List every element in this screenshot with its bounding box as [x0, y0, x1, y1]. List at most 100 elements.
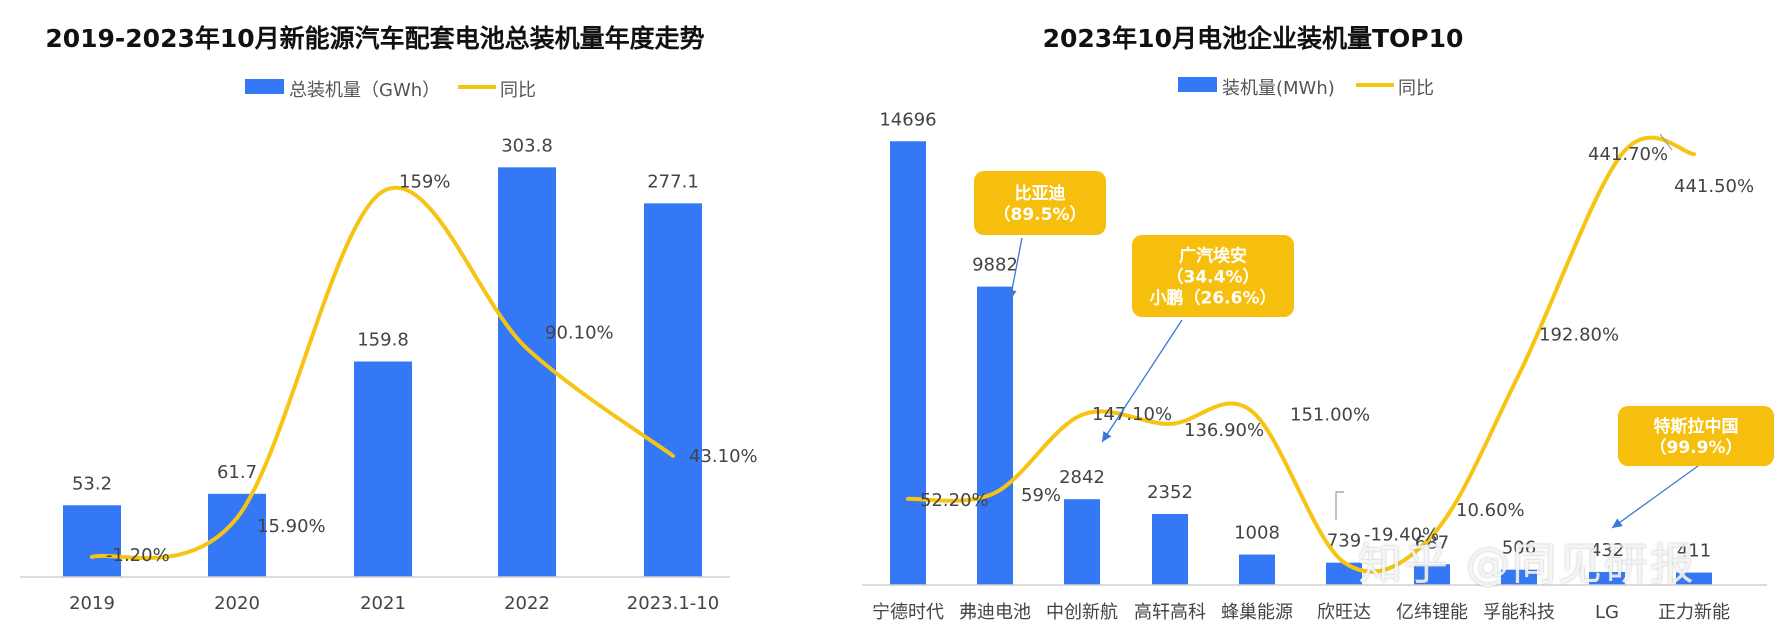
yoy-line [906, 135, 1696, 574]
x-tick-label: 正力新能 [1658, 602, 1730, 623]
callout-text: （89.5%） [994, 204, 1087, 225]
bar-2023.1-10 [644, 203, 702, 578]
callout-中创新航: 广汽埃安（34.4%）小鹏（26.6%） [1101, 235, 1294, 443]
line-value-label: 52.20% [920, 490, 989, 511]
bar-value-label: 687 [1415, 532, 1449, 553]
callout-box [1618, 406, 1774, 466]
bar-value-label: 432 [1590, 540, 1624, 561]
bar-2022 [498, 167, 556, 577]
x-tick-label: 宁德时代 [872, 602, 944, 623]
callout-text: 比亚迪 [1015, 183, 1066, 204]
bar-value-label: 506 [1502, 538, 1536, 559]
callout-text: 广汽埃安 [1179, 246, 1247, 267]
bar-正力新能 [1676, 572, 1712, 585]
callout-arrow-line [1009, 237, 1023, 301]
bar-group [63, 167, 702, 578]
chart-total-installation: 2019-2023年10月新能源汽车配套电池总装机量年度走势 总装机量（GWh）… [20, 24, 758, 614]
bar-弗迪电池 [977, 286, 1013, 585]
bar-蜂巢能源 [1239, 554, 1275, 585]
x-tick-group: 2019 2020 2021 2022 2023.1-10 [69, 593, 719, 614]
line-value-label: 15.90% [257, 516, 326, 537]
legend-line-label: 同比 [1398, 78, 1434, 99]
line-value-label: 441.70% [1588, 144, 1668, 165]
legend-bar-label: 装机量(MWh) [1222, 78, 1335, 99]
bar-value-label: 2352 [1147, 482, 1193, 503]
line-value-label: -1.20% [106, 545, 170, 566]
x-tick-label: 2019 [69, 593, 115, 614]
bar-value-label: 739 [1327, 531, 1361, 552]
callout-弗迪电池: 比亚迪（89.5%） [974, 171, 1106, 301]
bar-2019 [63, 505, 121, 577]
x-tick-label: 2020 [214, 593, 260, 614]
legend-bar-swatch [1178, 77, 1217, 92]
yoy-line [90, 185, 675, 561]
bar-value-label: 61.7 [217, 462, 257, 483]
legend: 总装机量（GWh） 同比 [245, 79, 536, 101]
x-tick-label: 蜂巢能源 [1221, 602, 1293, 623]
x-tick-label: 2023.1-10 [627, 593, 719, 614]
bar-value-label: 277.1 [647, 171, 699, 192]
chart-title: 2023年10月电池企业装机量TOP10 [1043, 24, 1464, 53]
x-tick-label: 欣旺达 [1317, 602, 1371, 623]
callout-text: （34.4%） [1167, 267, 1260, 288]
line-value-label: 159% [399, 171, 450, 192]
bar-value-label: 9882 [972, 255, 1018, 276]
bar-宁德时代 [890, 141, 926, 585]
callout-box [974, 171, 1106, 235]
bar-2021 [354, 361, 412, 577]
line-label-group: -1.20% 15.90% 159% 90.10% 43.10% [106, 171, 758, 566]
legend-line-label: 同比 [500, 80, 536, 101]
bar-value-label: 1008 [1234, 523, 1280, 544]
callout-LG: 特斯拉中国（99.9%） [1611, 406, 1774, 529]
line-value-label: -19.40% [1364, 524, 1439, 545]
callout-group: 比亚迪（89.5%）广汽埃安（34.4%）小鹏（26.6%）特斯拉中国（99.9… [974, 171, 1774, 529]
chart-top10: 2023年10月电池企业装机量TOP10 装机量(MWh) 同比 14696 98… [862, 24, 1774, 623]
callout-arrow-head [1007, 289, 1017, 300]
x-tick-label: 高轩高科 [1134, 602, 1206, 623]
bar-中创新航 [1064, 499, 1100, 585]
chart-title: 2019-2023年10月新能源汽车配套电池总装机量年度走势 [45, 24, 704, 53]
bar-value-label: 411 [1677, 541, 1711, 562]
bar-value-label: 2842 [1059, 467, 1105, 488]
line-value-label: 441.50% [1674, 176, 1754, 197]
callout-arrow-head [1102, 431, 1112, 442]
callout-box [1132, 235, 1294, 317]
line-value-label: 43.10% [689, 446, 758, 467]
watermark: 知乎 @同见研报 [1358, 539, 1696, 590]
line-value-label: 10.60% [1456, 500, 1525, 521]
line-value-label: 90.10% [545, 323, 614, 344]
bar-LG [1589, 571, 1625, 585]
x-tick-label: 中创新航 [1046, 602, 1118, 623]
bar-孚能科技 [1501, 569, 1537, 585]
leader-line [1335, 491, 1344, 520]
line-value-label: 192.80% [1539, 324, 1619, 345]
line-label-group: 52.20% 59% 147.10% 136.90% 151.00% -19.40% 10.… [920, 133, 1754, 545]
callout-text: 小鹏（26.6%） [1150, 288, 1277, 309]
x-tick-label: 弗迪电池 [959, 602, 1031, 623]
callout-text: 特斯拉中国 [1654, 416, 1739, 437]
callout-text: （99.9%） [1650, 437, 1743, 458]
x-tick-label: 孚能科技 [1483, 602, 1555, 623]
x-tick-label: 2022 [504, 593, 550, 614]
x-tick-group: 宁德时代 弗迪电池 中创新航 高轩高科 蜂巢能源 欣旺达 亿纬锂能 孚能科技 LG 正力新能 [872, 602, 1730, 623]
legend-bar-swatch [245, 79, 284, 94]
bar-value-label: 159.8 [357, 330, 409, 351]
line-value-label: 147.10% [1092, 404, 1172, 425]
x-tick-label: 2021 [360, 593, 406, 614]
callout-arrow-head [1612, 518, 1623, 528]
bar-高轩高科 [1152, 513, 1188, 585]
legend: 装机量(MWh) 同比 [1178, 77, 1434, 99]
bar-value-label: 303.8 [501, 135, 553, 156]
callout-arrow-line [1101, 319, 1183, 443]
legend-bar-label: 总装机量（GWh） [289, 80, 440, 101]
line-value-label: 59% [1021, 485, 1061, 506]
bar-value-label: 53.2 [72, 473, 112, 494]
bar-label-group: 14696 9882 2842 2352 1008 739 687 506 432 411 [879, 109, 1711, 561]
line-value-label: 151.00% [1290, 404, 1370, 425]
bar-亿纬锂能 [1414, 564, 1450, 585]
x-tick-label: 亿纬锂能 [1396, 602, 1468, 623]
x-tick-label: LG [1595, 602, 1619, 623]
leader-line [1659, 133, 1673, 151]
bar-欣旺达 [1326, 562, 1362, 585]
bar-value-label: 14696 [879, 109, 936, 130]
